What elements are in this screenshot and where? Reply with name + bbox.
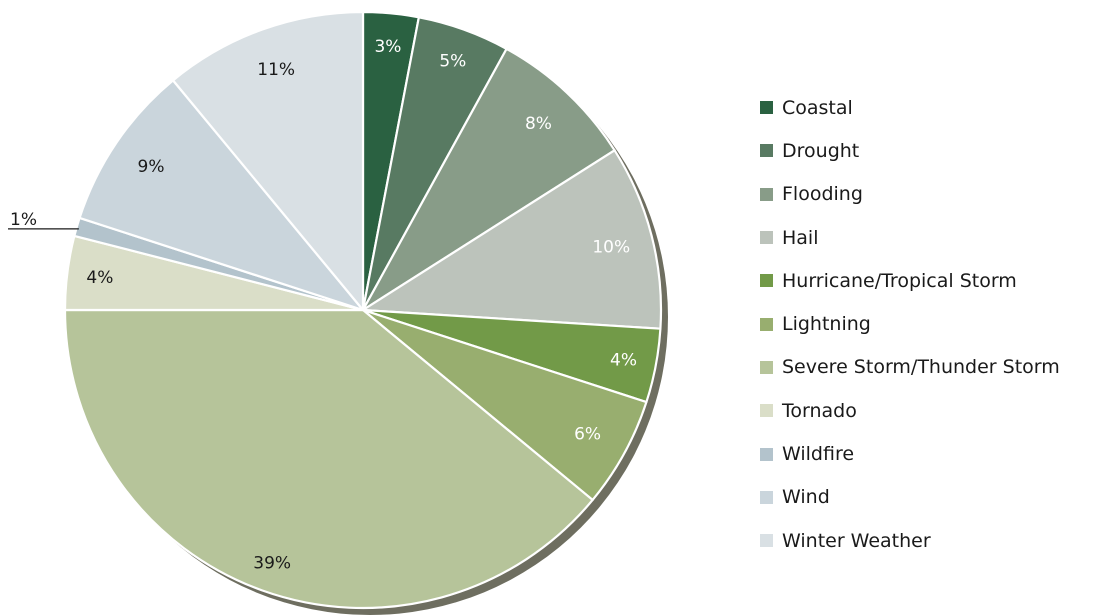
legend-swatch-coastal bbox=[760, 101, 773, 115]
data-label-lightning: 6% bbox=[574, 424, 601, 444]
data-label-hurricane-tropical-storm: 4% bbox=[610, 351, 637, 371]
pie-slice-wind bbox=[78, 79, 365, 312]
pie-chart: 3% 5% 8% 10% 4% 6% 39% 4% 1% 9% 11% bbox=[8, 10, 668, 615]
legend-item-wildfire: Wildfire bbox=[760, 432, 1105, 475]
legend-item-severe-storm-thunder-storm: Severe Storm/Thunder Storm bbox=[760, 346, 1105, 389]
pie-slice-flooding bbox=[361, 47, 616, 312]
legend-item-flooding: Flooding bbox=[760, 173, 1105, 216]
legend-label-drought: Drought bbox=[782, 139, 860, 162]
legend-swatch-hurricane-tropical-storm bbox=[760, 274, 773, 288]
legend-label-lightning: Lightning bbox=[782, 313, 871, 336]
data-label-wildfire: 1% bbox=[10, 210, 37, 230]
legend-swatch-tornado bbox=[760, 404, 773, 418]
pie-slice-severe-storm-thunder-storm bbox=[63, 308, 594, 610]
legend-item-winter-weather: Winter Weather bbox=[760, 519, 1105, 562]
legend-swatch-flooding bbox=[760, 187, 773, 201]
legend-swatch-wind bbox=[760, 490, 773, 504]
legend-swatch-drought bbox=[760, 144, 773, 158]
legend-item-drought: Drought bbox=[760, 129, 1105, 172]
legend-item-coastal: Coastal bbox=[760, 86, 1105, 129]
data-label-hail: 10% bbox=[592, 237, 630, 257]
data-label-wind: 9% bbox=[138, 157, 165, 177]
legend-item-wind: Wind bbox=[760, 476, 1105, 519]
legend-label-wind: Wind bbox=[782, 486, 830, 509]
legend-swatch-hail bbox=[760, 231, 773, 245]
legend-swatch-wildfire bbox=[760, 447, 773, 461]
data-label-coastal: 3% bbox=[374, 37, 401, 57]
legend-swatch-lightning bbox=[760, 317, 773, 331]
legend-label-flooding: Flooding bbox=[782, 183, 863, 206]
data-label-winter-weather: 11% bbox=[257, 60, 295, 80]
pie-slice-winter-weather bbox=[171, 10, 365, 312]
legend-label-tornado: Tornado bbox=[782, 399, 857, 422]
data-label-tornado: 4% bbox=[86, 268, 113, 288]
data-label-drought: 5% bbox=[439, 51, 466, 71]
legend-label-coastal: Coastal bbox=[782, 96, 853, 119]
legend-item-tornado: Tornado bbox=[760, 389, 1105, 432]
legend-label-wildfire: Wildfire bbox=[782, 443, 855, 466]
pie-slices-layer bbox=[63, 10, 663, 610]
legend-swatch-severe-storm-thunder-storm bbox=[760, 360, 773, 374]
pie-labels-layer: 3% 5% 8% 10% 4% 6% 39% 4% 1% 9% 11% bbox=[8, 37, 637, 573]
legend-label-severe-storm-thunder-storm: Severe Storm/Thunder Storm bbox=[782, 356, 1060, 379]
legend-label-hurricane-tropical-storm: Hurricane/Tropical Storm bbox=[782, 269, 1017, 292]
legend-swatch-winter-weather bbox=[760, 534, 773, 548]
legend-item-hail: Hail bbox=[760, 216, 1105, 259]
data-label-severe-storm-thunder-storm: 39% bbox=[253, 553, 291, 573]
legend-label-winter-weather: Winter Weather bbox=[782, 529, 931, 552]
legend-label-hail: Hail bbox=[782, 226, 819, 249]
pie-slice-hail bbox=[361, 149, 663, 330]
legend-item-lightning: Lightning bbox=[760, 302, 1105, 345]
chart-legend: Coastal Drought Flooding Hail Hurricane/Trop… bbox=[760, 86, 1105, 562]
data-label-flooding: 8% bbox=[525, 114, 552, 134]
legend-item-hurricane-tropical-storm: Hurricane/Tropical Storm bbox=[760, 259, 1105, 302]
